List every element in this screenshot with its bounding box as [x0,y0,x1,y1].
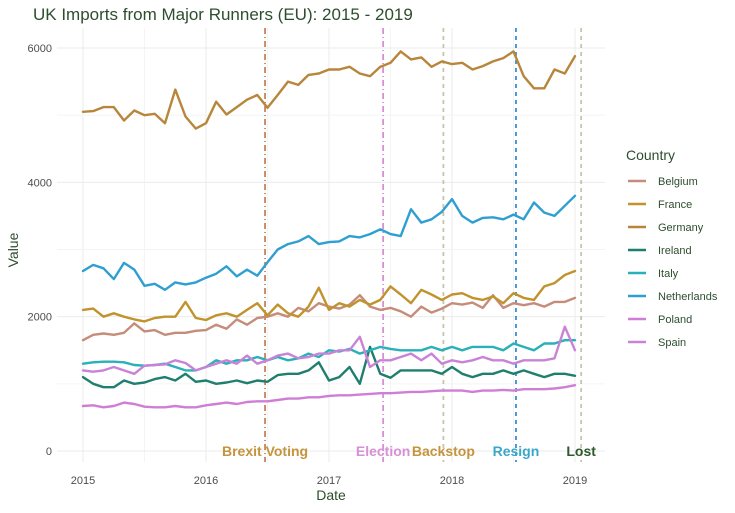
legend-label: Poland [658,314,692,326]
legend-label: Belgium [658,176,698,188]
legend-label: Netherlands [658,291,718,303]
y-axis-label: Value [5,232,21,267]
series-line-spain [81,325,577,375]
x-tick-label: 2018 [440,475,464,487]
y-tick-label: 4000 [28,177,52,189]
event-label: Lost [566,443,596,459]
series-lines [81,50,577,409]
event-labels: Brexit Voting Election Backstop Resign Lost [222,443,596,459]
event-label: Brexit Voting [222,443,308,459]
series-line-germany [81,50,577,130]
axis-ticks: 2015 2016 2017 2018 2019 0 2000 4000 6000 [28,43,588,487]
chart-title: UK Imports from Major Runners (EU): 2015… [33,5,413,24]
series-line-ireland [81,345,577,389]
y-tick-label: 0 [46,446,52,458]
event-label: Resign [493,443,540,459]
series-line-netherlands [81,194,577,291]
legend: Country Belgium France Germany Ireland Italy… [626,147,718,349]
event-label: Election [356,443,410,459]
series-line-france [81,269,577,323]
x-tick-label: 2015 [71,475,95,487]
series-line-poland [81,384,577,409]
legend-label: Germany [658,222,704,234]
y-tick-label: 2000 [28,312,52,324]
legend-title: Country [626,147,675,163]
legend-label: France [658,199,692,211]
x-tick-label: 2019 [563,475,587,487]
y-tick-label: 6000 [28,43,52,55]
event-label: Backstop [412,443,475,459]
plot-grid [57,28,605,462]
x-tick-label: 2016 [194,475,218,487]
legend-label: Ireland [658,245,692,257]
x-axis-label: Date [316,487,346,503]
series-line-belgium [81,294,577,342]
legend-label: Italy [658,268,679,280]
x-tick-label: 2017 [317,475,341,487]
legend-label: Spain [658,337,686,349]
